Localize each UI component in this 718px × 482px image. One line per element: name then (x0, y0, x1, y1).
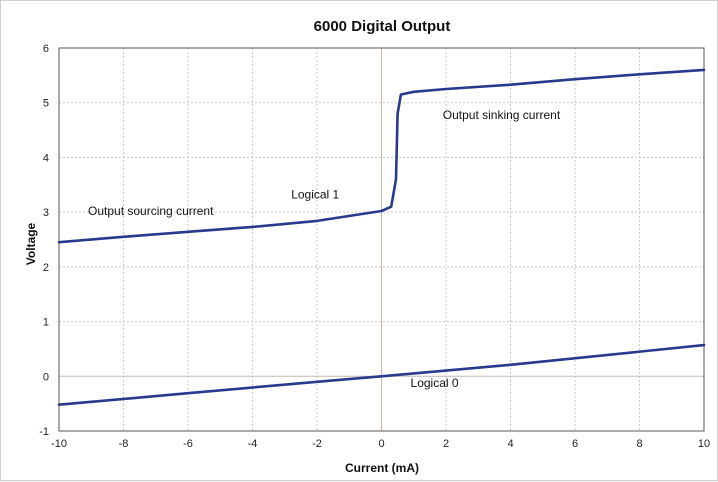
x-tick-label: 2 (443, 438, 449, 450)
annotation-label: Logical 0 (411, 376, 459, 390)
y-tick-label: -1 (39, 426, 49, 438)
y-tick-label: 0 (43, 371, 49, 383)
x-tick-label: -6 (183, 438, 193, 450)
annotation-label: Output sinking current (443, 108, 561, 122)
x-tick-label: 4 (507, 438, 513, 450)
x-tick-label: 8 (636, 438, 642, 450)
chart-title: 6000 Digital Output (314, 18, 451, 35)
x-tick-label: -8 (119, 438, 129, 450)
y-tick-label: 4 (43, 152, 49, 164)
x-tick-label: -10 (51, 438, 67, 450)
x-axis-label: Current (mA) (345, 461, 419, 475)
annotation-label: Logical 1 (291, 187, 339, 201)
y-tick-label: 6 (43, 43, 49, 55)
series-line-1 (57, 68, 706, 244)
series-line-2 (57, 343, 706, 406)
y-tick-label: 3 (43, 207, 49, 219)
annotation-label: Output sourcing current (88, 204, 214, 218)
y-tick-label: 5 (43, 98, 49, 110)
series-layer (57, 68, 706, 406)
plot-area-border (58, 47, 705, 432)
x-tick-label: -2 (312, 438, 322, 450)
x-tick-label: -4 (248, 438, 258, 450)
y-tick-label: 2 (43, 262, 49, 274)
x-tick-label: 6 (572, 438, 578, 450)
y-axis-label: Voltage (24, 222, 38, 265)
y-tick-label: 1 (43, 317, 49, 329)
grid-layer (58, 47, 705, 432)
annotation-layer: Output sourcing current Logical 1 Output s… (88, 108, 561, 390)
x-tick-label: 10 (698, 438, 710, 450)
x-tick-label: 0 (378, 438, 384, 450)
